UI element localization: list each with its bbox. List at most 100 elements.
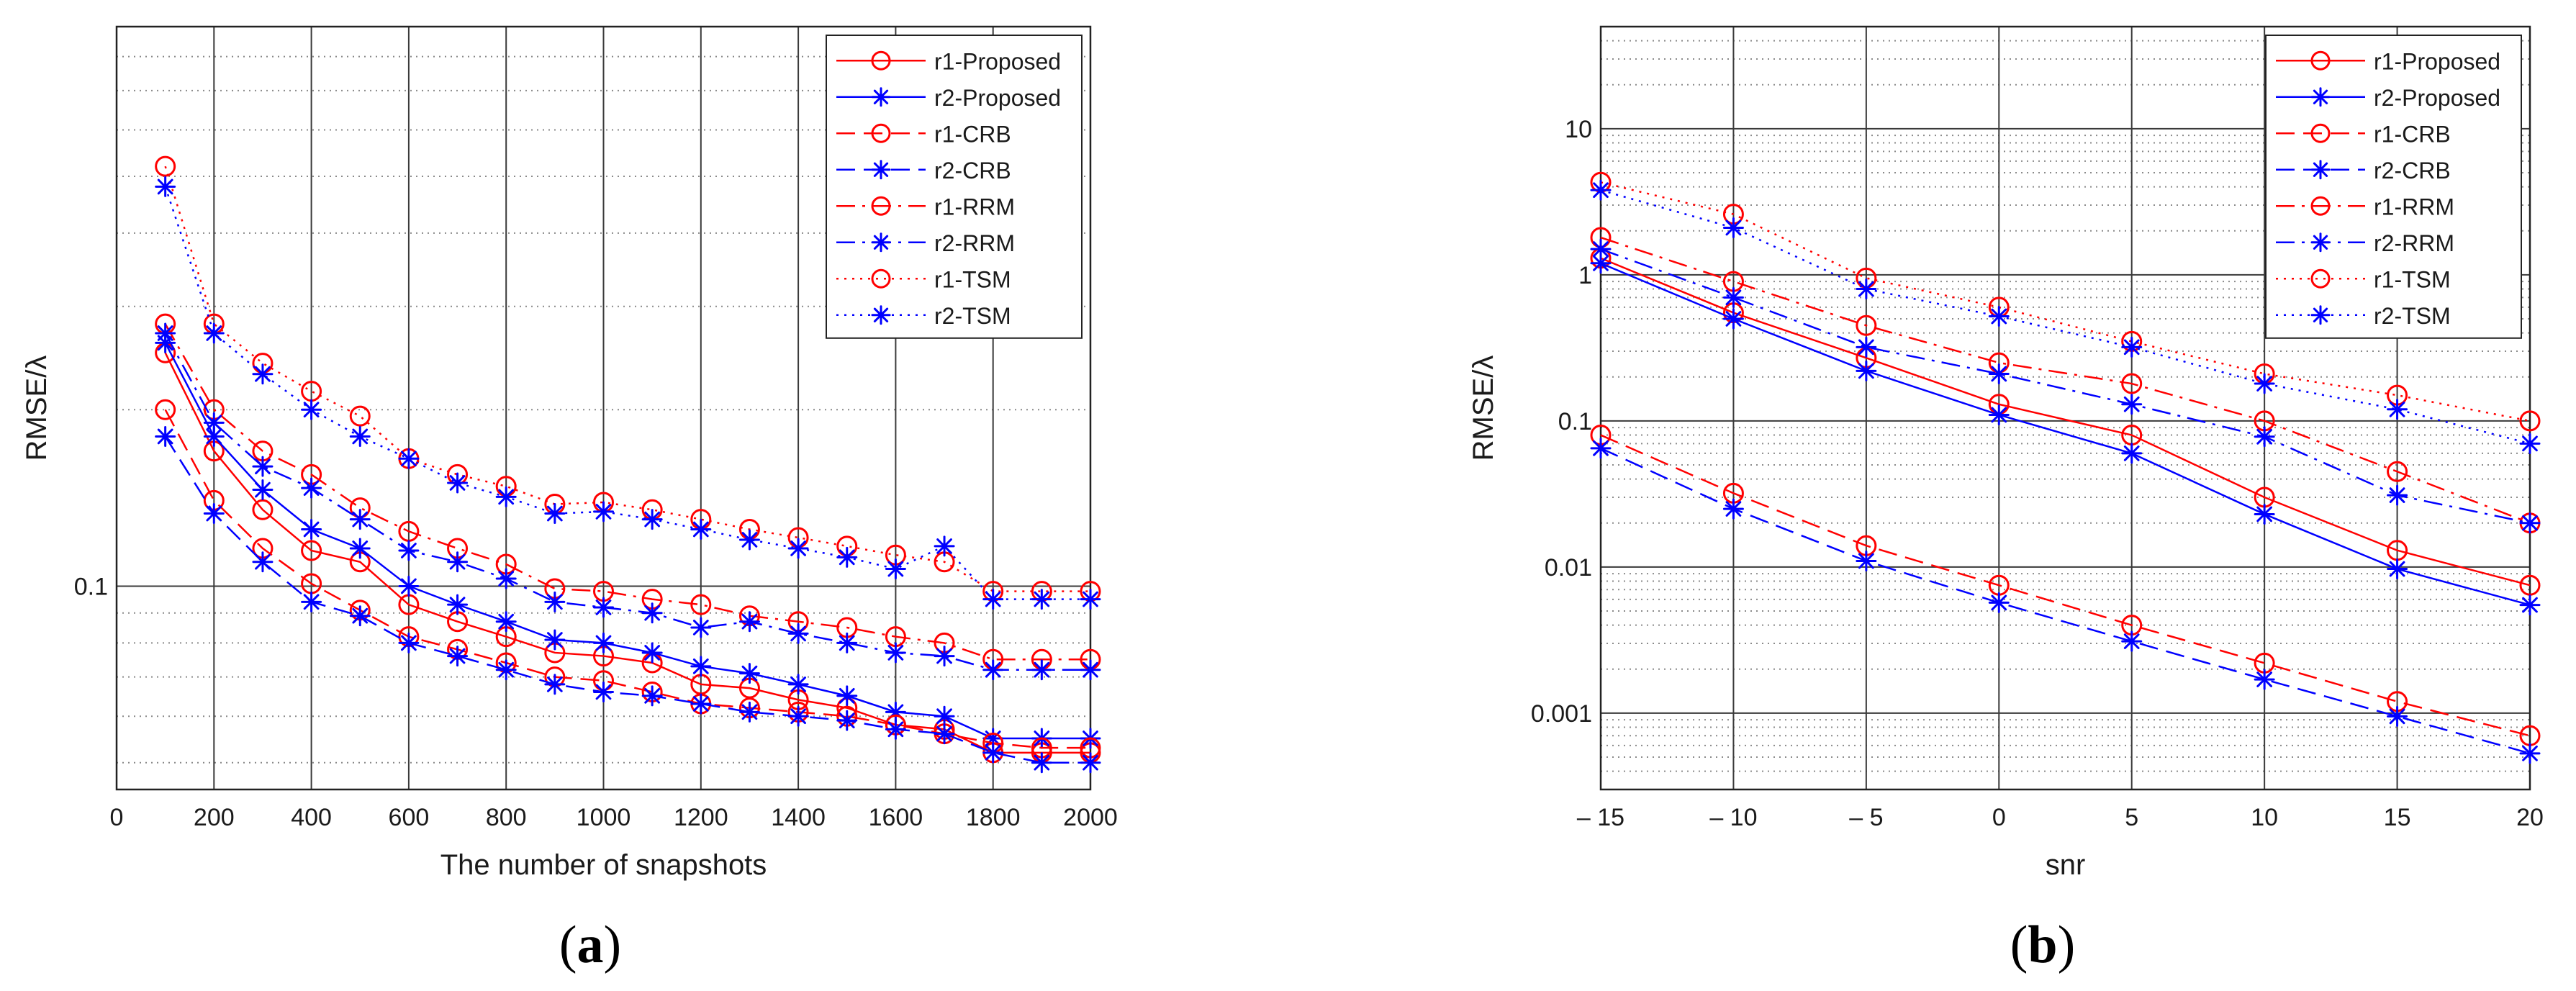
data-point-marker [2519,433,2541,454]
data-point-marker [301,540,322,561]
legend-label: r2-CRB [2374,158,2451,184]
chart-panel-b: – 15 – 10 – 5 0 5 10 15 20 0.001 0.01 0.1 1 10 snr RMS… [1468,25,2544,881]
data-point-marker [1722,217,1744,238]
x-tick-label: 2000 [1063,804,1118,831]
x-tick-label: – 5 [1849,804,1883,831]
data-point-marker [2121,630,2143,652]
data-point-marker [301,477,322,499]
marker-stroke [595,504,612,520]
marker-stroke [2256,671,2273,687]
marker-stroke [692,521,709,538]
data-point-marker [1031,659,1052,681]
legend-box [2265,35,2522,339]
marker-stroke [401,635,417,651]
legend-entry: r1-RRM [836,194,1015,220]
data-point-marker [738,663,760,684]
marker-stroke [790,625,806,642]
marker-stroke [546,676,563,692]
legend-label: r1-CRB [2374,121,2451,147]
data-series [1590,171,2541,764]
data-point-marker [398,575,420,597]
data-point-marker [641,602,663,624]
marker-stroke [449,553,466,570]
marker-stroke [2313,307,2328,322]
data-point-marker [544,629,566,651]
data-point-marker [252,551,274,573]
marker-stroke [206,415,222,431]
data-point-marker [495,611,517,633]
axes-frame [1599,25,2531,791]
legend-entry: r2-CRB [836,158,1011,184]
marker-stroke [2389,401,2405,417]
marker-stroke [352,511,369,528]
x-tick-label: 400 [291,804,332,831]
data-point-marker [252,479,274,501]
y-tick-label: 0.1 [74,573,108,600]
marker-stroke [1083,591,1098,607]
marker-stroke [352,540,369,556]
data-point-marker [738,701,760,723]
series-r2-CRB [1590,438,2541,764]
legend-label: r2-CRB [934,158,1011,184]
axes-frame [115,25,1092,791]
data-point-marker [836,632,858,653]
series-r1-RRM [1590,227,2541,534]
data-point-marker [155,155,176,177]
marker-stroke [498,661,515,678]
marker-stroke [255,481,271,498]
legend-label: r2-RRM [2374,230,2454,256]
x-tick-label: 1800 [966,804,1021,831]
marker-stroke [1858,553,1874,569]
legend-entry: r1-RRM [2276,194,2454,220]
x-tick-label: 1400 [771,804,826,831]
data-point-marker [544,591,566,612]
data-point-marker [301,399,322,420]
data-point-marker [2254,669,2275,690]
data-point-marker [787,538,809,559]
marker-stroke [2522,515,2538,531]
data-point-marker [2387,399,2408,420]
data-point-marker [690,519,712,540]
data-point-marker [447,594,469,615]
data-point-marker [495,568,517,589]
series-r2-Proposed [1590,253,2541,616]
tick-labels: 0 200 400 600 800 1000 1200 1400 1600 1800 2000 0.1 [74,573,1118,831]
data-point-marker [593,681,614,702]
marker-stroke [303,402,320,418]
legend-entry: r1-TSM [2276,266,2451,292]
data-point-marker [1080,752,1101,774]
data-point-marker [349,605,371,627]
marker-stroke [985,744,1001,761]
data-point-marker [2121,373,2143,394]
data-point-marker [203,322,225,344]
panel-label-b-letter: b [2028,915,2057,974]
marker-stroke [255,553,271,570]
data-point-marker [1722,286,1744,308]
data-point-marker [690,693,712,715]
marker-stroke [790,540,806,556]
marker-stroke [692,620,709,635]
x-tick-label: 1200 [674,804,728,831]
x-tick-label: 1600 [869,804,923,831]
legend: r1-Proposed r2-Proposed r1-CRB r2-CRB r1-RRM… [2265,35,2522,339]
panel-label-a-close: ) [604,915,622,974]
panel-label-a: (a) [559,915,621,974]
data-point-marker [2310,87,2331,107]
marker-stroke [157,178,173,195]
data-point-marker [1590,238,1612,260]
data-point-marker [301,591,322,612]
data-point-marker [871,268,891,289]
x-tick-label: 0 [1992,804,2006,831]
data-point-marker [1590,438,1612,459]
legend-label: r2-Proposed [2374,85,2500,111]
legend-entry: r1-Proposed [836,48,1061,74]
marker-stroke [352,428,369,445]
x-tick-label: 10 [2251,804,2278,831]
data-point-marker [787,705,809,727]
data-point-marker [2519,410,2541,432]
marker-stroke [790,708,806,725]
series-r2-RRM [155,322,1101,681]
marker-stroke [401,543,417,558]
data-point-marker [2254,426,2275,448]
marker-stroke [303,521,320,538]
